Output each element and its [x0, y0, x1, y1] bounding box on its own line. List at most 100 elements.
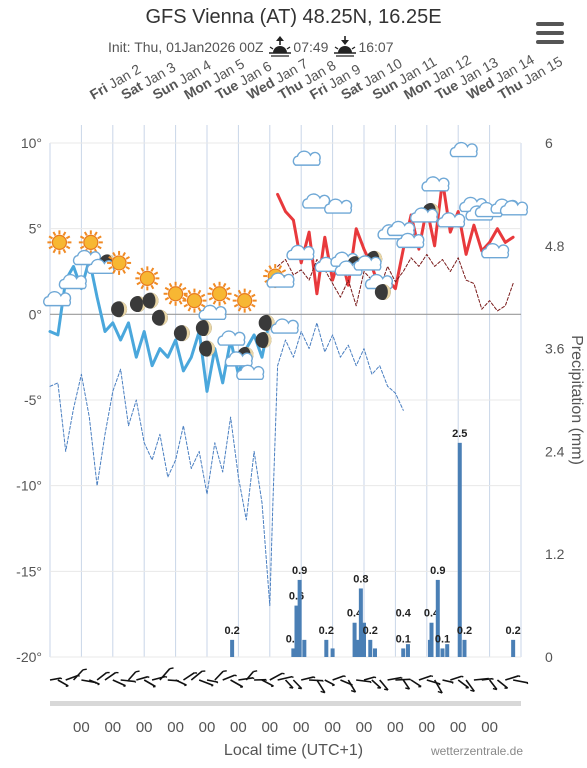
cloud-shape: [224, 351, 253, 367]
wind-barb-feather: [384, 688, 389, 691]
cloud-icon: [236, 364, 265, 380]
cloud-icon: [286, 244, 315, 261]
cloud-icon: [499, 200, 529, 216]
sun-ray: [65, 235, 71, 240]
wind-barb-feather: [369, 681, 372, 684]
sun-ray: [150, 267, 155, 272]
cloud-icon: [437, 212, 466, 228]
cloud-shape: [386, 220, 415, 237]
moon-icon: [142, 292, 159, 309]
cloud-icon: [386, 220, 415, 237]
y-left-tick-label: 0°: [29, 306, 42, 322]
sun-icon: [135, 266, 160, 291]
moon-disc: [374, 284, 391, 301]
sunrise-time: 07:49: [293, 39, 329, 55]
moon-icon: [173, 325, 190, 342]
cloud-icon: [449, 141, 478, 158]
wind-barb-feather: [234, 674, 237, 677]
cloud-shape: [449, 141, 478, 158]
precip-label: 0.6: [289, 591, 304, 603]
wind-barb: [112, 679, 126, 687]
sun-disc: [168, 286, 184, 302]
wind-barb: [505, 675, 519, 681]
sun-ray: [122, 269, 126, 274]
wind-barb: [496, 679, 509, 689]
wind-barb: [57, 679, 69, 687]
sun-disc: [237, 293, 253, 309]
cloud-shape: [353, 255, 382, 271]
sun-icon: [163, 281, 188, 306]
wind-barb: [433, 679, 443, 694]
credits-link[interactable]: wetterzentrale.de: [430, 744, 523, 758]
sun-ray: [65, 245, 71, 250]
moon-phase: [207, 340, 215, 357]
moon-icon: [199, 340, 215, 357]
wind-barb-feather: [252, 677, 255, 680]
sun-ray: [136, 281, 141, 286]
y-right-tick-label: 2.4: [545, 443, 565, 459]
cloud-icon: [270, 318, 299, 334]
sun-ray: [237, 307, 242, 312]
hamburger-menu-icon[interactable]: [536, 22, 564, 44]
cloud-icon: [43, 290, 72, 307]
x-tick-label: 00: [356, 719, 373, 736]
moon-cloud-icon: [224, 346, 254, 367]
moon-icon: [255, 332, 272, 349]
cloud-icon: [324, 198, 353, 214]
sun-disc: [211, 286, 228, 302]
precip-bar: [457, 442, 462, 657]
sun-ray: [48, 245, 53, 250]
wind-barb-feather: [343, 675, 346, 678]
precip-label: 0.2: [506, 625, 521, 637]
wind-barb-feather: [134, 681, 137, 683]
sun-ray: [183, 303, 189, 308]
wind-barb-feather: [492, 687, 498, 691]
y-axis-left: 10° 5° 0° -5° -10° -15° -20°: [16, 135, 42, 665]
sun-ray: [122, 252, 126, 257]
precip-label: 0.1: [396, 633, 411, 645]
precip-bar: [401, 648, 406, 657]
sun-ray: [278, 265, 283, 270]
sun-ray: [222, 300, 227, 305]
moon-phase: [159, 309, 168, 326]
sun-ray: [200, 303, 206, 308]
wind-barb: [104, 671, 117, 681]
cloud-shape: [437, 212, 466, 228]
x-tick-label: 00: [136, 719, 153, 736]
sun-disc: [139, 270, 155, 286]
sun-ray: [247, 289, 252, 295]
sun-ray: [233, 303, 239, 308]
cloud-shape: [43, 290, 72, 307]
moon-disc: [151, 309, 168, 326]
sun-ray: [150, 284, 155, 290]
y-left-tick-label: 10°: [21, 135, 42, 151]
precipitation-bars: 0.20.10.60.90.20.40.80.20.10.40.90.12.50…: [224, 428, 521, 657]
wind-barb: [301, 676, 315, 681]
y-axis-right: 6 4.8 3.6 2.4 1.2 0 Precipitation (mm): [545, 135, 585, 665]
wind-barb: [175, 679, 187, 686]
x-tick-label: 00: [167, 719, 184, 736]
cloud-shape: [324, 198, 353, 214]
precip-bar: [429, 622, 434, 657]
wind-barb-feather: [253, 670, 258, 673]
wind-barb-feather: [60, 677, 63, 680]
weather-icons: [43, 141, 529, 380]
sun-ray: [233, 293, 239, 298]
x-tick-label: 00: [387, 719, 404, 736]
wind-barb: [88, 679, 100, 685]
sun-ray: [112, 269, 116, 274]
wind-barb: [309, 679, 324, 682]
precip-bar: [355, 639, 360, 657]
wind-barb-feather: [165, 675, 168, 678]
sun-ray: [268, 265, 273, 270]
wind-barb: [72, 669, 84, 681]
wind-barb: [230, 679, 244, 688]
wind-barb-feather: [430, 675, 434, 678]
wind-barb-feather: [313, 676, 316, 679]
wind-barb: [395, 678, 411, 681]
sun-ray: [281, 269, 287, 273]
sun-ray: [178, 300, 183, 305]
cloud-shape: [481, 243, 510, 259]
x-tick-label: 00: [230, 719, 247, 736]
